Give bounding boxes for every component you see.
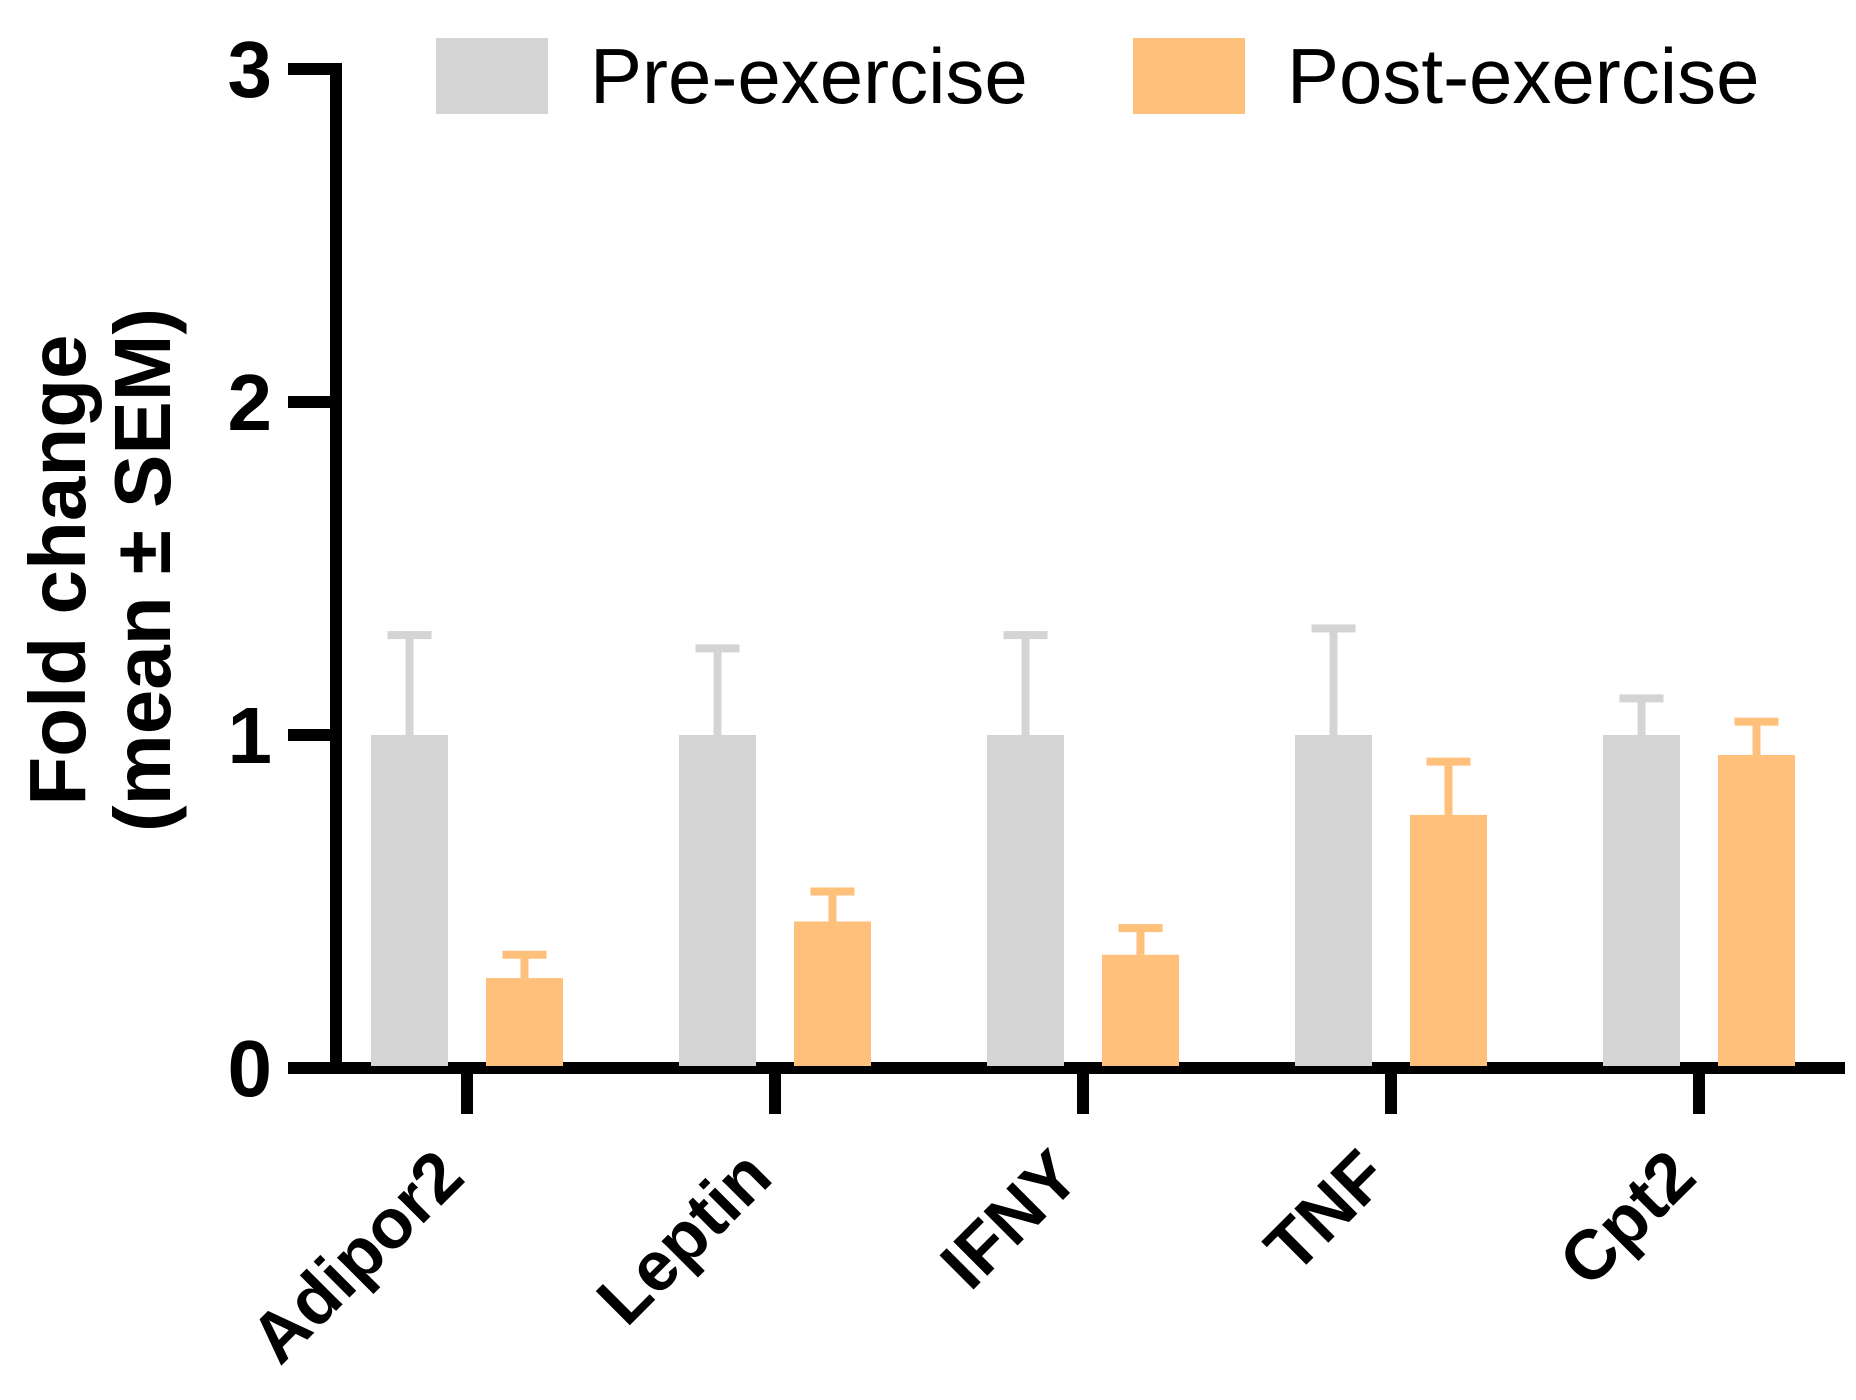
y-tick-1 <box>288 729 330 741</box>
y-tick-label-1: 1 <box>228 691 273 780</box>
error-bar-post-exercise-Cpt2 <box>1752 721 1761 755</box>
y-tick-0 <box>288 1062 330 1074</box>
error-bar-post-exercise-Adipor2 <box>520 954 529 979</box>
legend-label-pre-exercise: Pre-exercise <box>590 31 1028 120</box>
x-tick-TNF <box>1385 1074 1397 1114</box>
x-tick-Cpt2 <box>1693 1074 1705 1114</box>
y-tick-3 <box>288 63 330 75</box>
y-tick-label-2: 2 <box>228 358 273 447</box>
error-cap-post-exercise-Leptin <box>810 887 855 896</box>
error-bar-pre-exercise-Leptin <box>713 648 722 735</box>
bar-pre-exercise-IFNY <box>987 735 1064 1066</box>
bar-pre-exercise-Cpt2 <box>1603 735 1680 1066</box>
category-label-Adipor2: Adipor2 <box>235 1135 477 1377</box>
y-tick-label-3: 3 <box>228 25 273 114</box>
error-cap-pre-exercise-TNF <box>1311 624 1356 633</box>
bar-post-exercise-TNF <box>1410 814 1487 1066</box>
bar-pre-exercise-Leptin <box>679 735 756 1066</box>
error-bar-pre-exercise-IFNY <box>1021 635 1030 735</box>
bar-post-exercise-Adipor2 <box>486 978 563 1066</box>
y-axis-line <box>330 63 342 1074</box>
error-cap-pre-exercise-Adipor2 <box>387 631 432 640</box>
category-label-Leptin: Leptin <box>582 1135 786 1339</box>
error-cap-post-exercise-TNF <box>1426 757 1471 766</box>
error-cap-post-exercise-IFNY <box>1118 924 1163 933</box>
legend-swatch-pre-exercise <box>436 38 548 114</box>
legend-swatch-post-exercise <box>1133 38 1245 114</box>
error-cap-pre-exercise-Cpt2 <box>1619 694 1664 703</box>
error-bar-post-exercise-TNF <box>1444 761 1453 815</box>
error-cap-pre-exercise-IFNY <box>1003 631 1048 640</box>
bar-pre-exercise-Adipor2 <box>371 735 448 1066</box>
error-cap-pre-exercise-Leptin <box>695 644 740 653</box>
bar-post-exercise-IFNY <box>1102 954 1179 1066</box>
bar-post-exercise-Leptin <box>794 921 871 1066</box>
error-bar-pre-exercise-Cpt2 <box>1637 698 1646 735</box>
error-bar-post-exercise-IFNY <box>1136 928 1145 955</box>
x-tick-Leptin <box>769 1074 781 1114</box>
error-bar-post-exercise-Leptin <box>828 891 837 922</box>
error-bar-pre-exercise-TNF <box>1329 628 1338 735</box>
error-cap-post-exercise-Cpt2 <box>1734 717 1779 726</box>
category-label-Cpt2: Cpt2 <box>1544 1135 1709 1300</box>
error-bar-pre-exercise-Adipor2 <box>405 635 414 735</box>
category-label-TNF: TNF <box>1250 1135 1401 1286</box>
y-tick-2 <box>288 396 330 408</box>
category-label-IFNY: IFNY <box>926 1135 1094 1303</box>
bar-post-exercise-Cpt2 <box>1718 754 1795 1066</box>
error-cap-post-exercise-Adipor2 <box>502 950 547 959</box>
y-tick-label-0: 0 <box>228 1024 273 1113</box>
bar-pre-exercise-TNF <box>1295 735 1372 1066</box>
x-tick-Adipor2 <box>461 1074 473 1114</box>
legend-label-post-exercise: Post-exercise <box>1287 31 1760 120</box>
x-tick-IFNY <box>1077 1074 1089 1114</box>
